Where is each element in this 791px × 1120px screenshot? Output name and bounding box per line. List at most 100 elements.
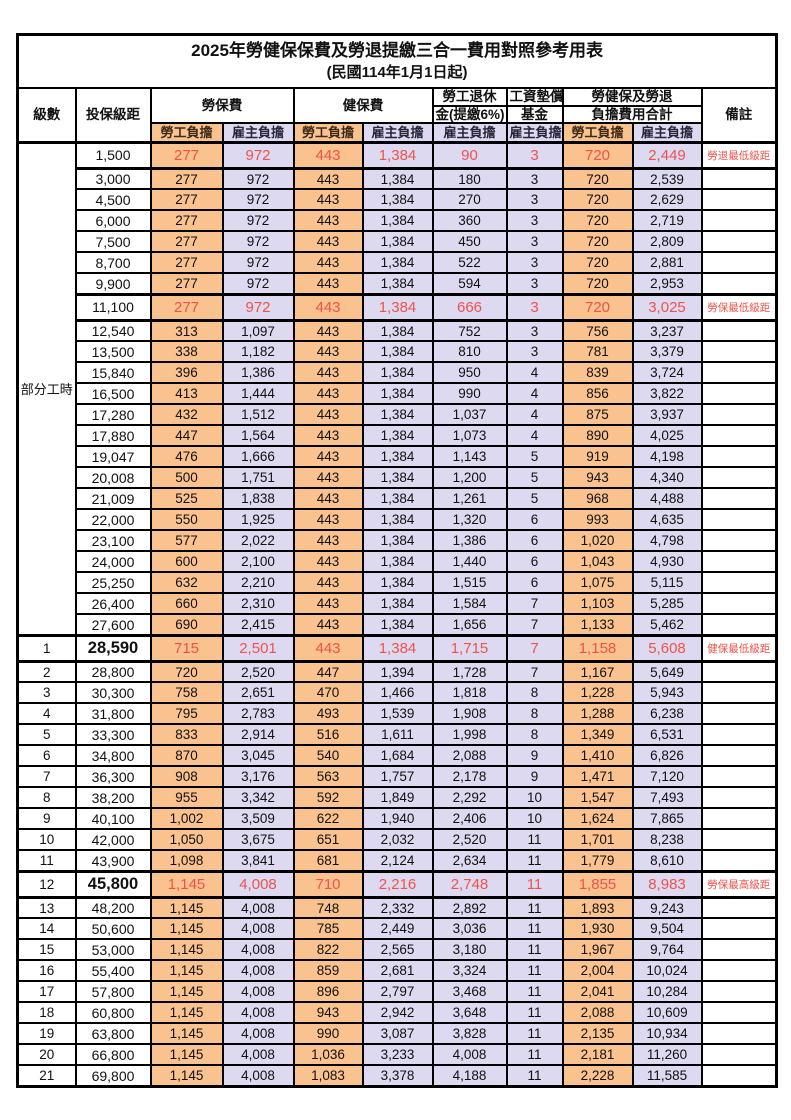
- pension-employer-cell: 90: [431, 140, 508, 170]
- labor-ins-employee-cell: 1,145: [149, 896, 224, 920]
- bracket-cell: 50,600: [74, 917, 152, 941]
- bracket-cell: 7,500: [74, 230, 152, 254]
- bracket-cell: 3,000: [74, 167, 152, 191]
- pension-employer-cell: 1,584: [431, 592, 508, 616]
- table-row: 12,540 313 1,097 443 1,384 752 3 756 3,237: [18, 319, 778, 343]
- remark-cell: [700, 786, 778, 810]
- health-ins-employer-cell: 1,384: [361, 466, 434, 490]
- pension-employer-cell: 3,180: [431, 938, 508, 962]
- labor-ins-employer-cell: 2,520: [221, 660, 295, 684]
- total-employer-cell: 5,115: [631, 571, 703, 595]
- table-row: 3,000 277 972 443 1,384 180 3 720 2,539: [18, 167, 778, 191]
- table-row: 20,008 500 1,751 443 1,384 1,200 5 943 4,340: [18, 466, 778, 490]
- health-ins-employee-cell: 1,083: [292, 1064, 364, 1088]
- total-employer-cell: 4,340: [631, 466, 703, 490]
- col-header-total-line2: 負擔費用合計: [561, 104, 703, 125]
- health-ins-employer-cell: 1,384: [361, 340, 434, 364]
- labor-ins-employee-cell: 277: [149, 140, 224, 170]
- subheader-total-employee: 勞工負擔: [561, 122, 634, 144]
- labor-ins-employer-cell: 3,675: [221, 828, 295, 852]
- labor-ins-employer-cell: 3,342: [221, 786, 295, 810]
- health-ins-employee-cell: 443: [292, 361, 364, 385]
- pension-employer-cell: 990: [431, 382, 508, 406]
- table-row: 9 40,100 1,002 3,509 622 1,940 2,406 10 1,624 7,8…: [16, 807, 778, 831]
- labor-ins-employer-cell: 3,176: [221, 765, 295, 789]
- bracket-cell: 15,840: [74, 361, 152, 385]
- table-row: 15 53,000 1,145 4,008 822 2,565 3,180 11 1,967 9,…: [16, 938, 778, 962]
- labor-ins-employee-cell: 1,098: [149, 849, 224, 873]
- pension-employer-cell: 180: [431, 167, 508, 191]
- remark-cell: 勞保最高級距: [700, 869, 778, 899]
- labor-ins-employee-cell: 1,145: [149, 1064, 224, 1088]
- remark-cell: [700, 849, 778, 873]
- subheader-labor-employee: 勞工負擔: [149, 122, 224, 144]
- health-ins-employee-cell: 443: [292, 445, 364, 469]
- health-ins-employer-cell: 1,394: [361, 660, 434, 684]
- health-ins-employer-cell: 1,384: [361, 140, 434, 170]
- labor-ins-employer-cell: 3,841: [221, 849, 295, 873]
- wage-fund-employer-cell: 6: [505, 508, 564, 532]
- labor-ins-employer-cell: 4,008: [221, 896, 295, 920]
- labor-ins-employee-cell: 1,002: [149, 807, 224, 831]
- level-cell: 5: [16, 723, 77, 747]
- health-ins-employee-cell: 443: [292, 230, 364, 254]
- level-cell: 11: [16, 849, 77, 873]
- pension-employer-cell: 3,468: [431, 980, 508, 1004]
- bracket-cell: 60,800: [74, 1001, 152, 1025]
- labor-ins-employer-cell: 1,182: [221, 340, 295, 364]
- health-ins-employee-cell: 443: [292, 403, 364, 427]
- wage-fund-employer-cell: 5: [505, 466, 564, 490]
- health-ins-employer-cell: 1,384: [361, 487, 434, 511]
- pension-employer-cell: 2,178: [431, 765, 508, 789]
- table-row: 部分工時 1,500 277 972 443 1,384 90 3 720 2,449 勞退最低級距: [16, 140, 778, 637]
- labor-ins-employee-cell: 1,050: [149, 828, 224, 852]
- col-header-pension-line2: 金(提繳6%): [431, 104, 508, 125]
- wage-fund-employer-cell: 4: [505, 361, 564, 385]
- wage-fund-employer-cell: 5: [505, 445, 564, 469]
- total-employer-cell: 4,635: [631, 508, 703, 532]
- bracket-cell: 57,800: [74, 980, 152, 1004]
- health-ins-employer-cell: 1,539: [361, 702, 434, 726]
- health-ins-employee-cell: 493: [292, 702, 364, 726]
- remark-cell: [700, 828, 778, 852]
- total-employee-cell: 1,471: [561, 765, 634, 789]
- bracket-cell: 24,000: [74, 550, 152, 574]
- labor-ins-employee-cell: 313: [149, 319, 224, 343]
- remark-cell: [700, 550, 778, 574]
- labor-ins-employee-cell: 550: [149, 508, 224, 532]
- health-ins-employer-cell: 3,378: [361, 1064, 434, 1088]
- labor-ins-employer-cell: 2,783: [221, 702, 295, 726]
- total-employee-cell: 720: [561, 230, 634, 254]
- remark-cell: [700, 571, 778, 595]
- pension-employer-cell: 2,748: [431, 869, 508, 899]
- wage-fund-employer-cell: 6: [505, 529, 564, 553]
- total-employer-cell: 3,025: [631, 292, 703, 322]
- remark-cell: [700, 445, 778, 469]
- table-row: 2 28,800 720 2,520 447 1,394 1,728 7 1,167 5,649: [16, 660, 778, 684]
- pension-employer-cell: 1,440: [431, 550, 508, 574]
- wage-fund-employer-cell: 11: [505, 896, 564, 920]
- remark-cell: [700, 592, 778, 616]
- pension-employer-cell: 2,406: [431, 807, 508, 831]
- labor-ins-employer-cell: 1,666: [221, 445, 295, 469]
- table-row: 15,840 396 1,386 443 1,384 950 4 839 3,724: [18, 361, 778, 385]
- total-employer-cell: 5,285: [631, 592, 703, 616]
- table-row: 19 63,800 1,145 4,008 990 3,087 3,828 11 2,135 10…: [16, 1022, 778, 1046]
- level-cell: 15: [16, 938, 77, 962]
- bracket-cell: 55,400: [74, 959, 152, 983]
- remark-cell: [700, 508, 778, 532]
- remark-cell: [700, 167, 778, 191]
- table-row: 20 66,800 1,145 4,008 1,036 3,233 4,008 11 2,181…: [16, 1043, 778, 1067]
- total-employer-cell: 10,934: [631, 1022, 703, 1046]
- total-employee-cell: 1,075: [561, 571, 634, 595]
- table-row: 22,000 550 1,925 443 1,384 1,320 6 993 4,635: [18, 508, 778, 532]
- wage-fund-employer-cell: 11: [505, 869, 564, 899]
- health-ins-employee-cell: 443: [292, 508, 364, 532]
- labor-ins-employer-cell: 972: [221, 251, 295, 275]
- remark-cell: [700, 744, 778, 768]
- labor-ins-employee-cell: 1,145: [149, 959, 224, 983]
- subheader-total-employer: 雇主負擔: [631, 122, 703, 144]
- level-cell: 20: [16, 1043, 77, 1067]
- total-employee-cell: 2,088: [561, 1001, 634, 1025]
- labor-ins-employer-cell: 2,651: [221, 681, 295, 705]
